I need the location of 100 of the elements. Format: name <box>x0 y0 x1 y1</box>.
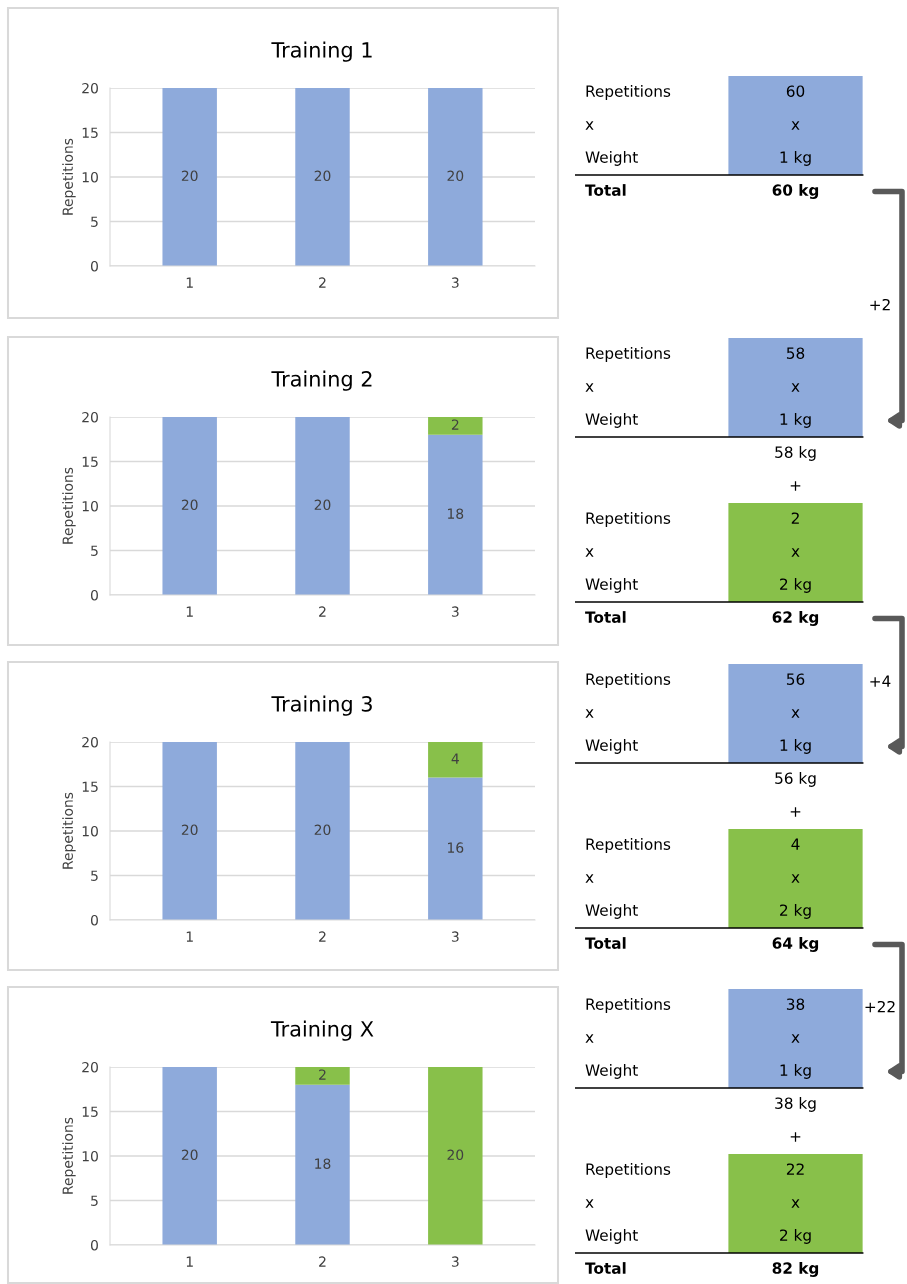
text: 64 kg <box>772 937 819 952</box>
y-tick-label: 15 <box>82 1106 98 1117</box>
category-label: Repetitions <box>586 998 671 1013</box>
text: x <box>791 874 800 883</box>
data-label: 20 <box>181 1149 198 1161</box>
data-label: 20 <box>314 499 331 511</box>
y-tick-label: 0 <box>90 589 98 601</box>
data-label: 20 <box>181 170 198 182</box>
text: 1 kg <box>780 1064 811 1079</box>
y-tick-label: 20 <box>82 82 98 94</box>
text: 2 kg <box>780 904 811 919</box>
x-tick-label: 1 <box>186 1256 193 1267</box>
chart-title: Training 1 <box>271 41 372 62</box>
category-label: Repetitions <box>586 1163 671 1178</box>
x-tick-label: 1 <box>186 277 193 288</box>
text: 56 <box>786 673 805 685</box>
y-tick-label: 20 <box>82 736 98 748</box>
y-tick-label: 10 <box>82 825 98 837</box>
x-tick-label: 3 <box>451 606 459 617</box>
x-tick-label: 1 <box>186 931 193 942</box>
text: 2 <box>791 512 799 524</box>
data-label: 4 <box>451 753 459 764</box>
text: 38 <box>786 998 805 1010</box>
x-tick-label: 2 <box>319 931 326 942</box>
text: 2 kg <box>780 578 811 593</box>
data-label: 20 <box>314 170 331 182</box>
text: 62 kg <box>772 611 819 626</box>
text: 58 kg <box>775 446 816 461</box>
category-label: Repetitions <box>586 512 671 527</box>
y-tick-label: 0 <box>90 1239 98 1251</box>
category-label: Weight <box>585 1064 638 1079</box>
text: 1 kg <box>780 413 811 428</box>
data-label: 20 <box>181 824 198 836</box>
text: x <box>791 1199 800 1208</box>
text: x <box>791 1034 800 1043</box>
category-label: Weight <box>585 1229 638 1244</box>
category-label: Weight <box>585 151 638 166</box>
category-label: Total <box>585 611 626 623</box>
y-tick-label: 15 <box>82 781 98 792</box>
y-tick-label: 10 <box>82 171 98 183</box>
text: 82 kg <box>772 1262 819 1277</box>
text: + <box>790 1132 801 1142</box>
data-label: 20 <box>447 1149 464 1161</box>
text: x <box>791 121 800 130</box>
text: 60 kg <box>772 184 819 199</box>
text: + <box>790 481 801 491</box>
category-label: Weight <box>585 578 638 593</box>
text: 60 <box>786 85 805 97</box>
y-tick-label: 10 <box>82 500 98 512</box>
category-label: Repetitions <box>586 838 671 853</box>
data-label: 2 <box>319 1069 326 1080</box>
category-label: Weight <box>585 904 638 919</box>
y-axis-title: Repetitions <box>62 1117 76 1194</box>
category-label: x <box>585 121 594 130</box>
text: 22 <box>786 1163 804 1175</box>
x-tick-label: 2 <box>319 277 326 288</box>
y-tick-label: 20 <box>82 411 98 423</box>
data-label: 18 <box>448 508 464 519</box>
y-tick-label: 15 <box>82 456 98 467</box>
text: 38 kg <box>775 1097 816 1112</box>
data-label: 18 <box>315 1158 331 1169</box>
text: +4 <box>870 675 891 687</box>
text: x <box>791 383 800 392</box>
text: x <box>791 709 800 718</box>
text: x <box>791 548 800 557</box>
category-label: x <box>585 383 594 392</box>
category-label: Repetitions <box>586 673 671 688</box>
y-axis-title: Repetitions <box>62 138 76 215</box>
y-tick-label: 10 <box>82 1150 98 1162</box>
y-axis-title: Repetitions <box>62 792 76 869</box>
category-label: Weight <box>585 413 638 428</box>
x-tick-label: 3 <box>451 277 459 288</box>
text: 4 <box>791 838 800 850</box>
data-label: 20 <box>314 824 331 836</box>
text: 58 <box>786 347 805 359</box>
chart-title: Training X <box>270 1020 374 1041</box>
category-label: Repetitions <box>586 347 671 362</box>
data-label: 16 <box>448 842 464 853</box>
text: +2 <box>870 298 890 311</box>
category-label: Total <box>585 1262 626 1274</box>
y-tick-label: 20 <box>82 1061 98 1073</box>
x-tick-label: 2 <box>319 606 326 617</box>
category-label: Weight <box>585 739 638 754</box>
y-tick-label: 5 <box>91 870 98 881</box>
category-label: x <box>585 548 594 557</box>
text: 1 kg <box>780 739 811 754</box>
x-tick-label: 3 <box>451 1256 459 1267</box>
data-label: 20 <box>181 499 198 511</box>
x-tick-label: 3 <box>451 931 459 942</box>
y-tick-label: 0 <box>90 914 98 926</box>
x-tick-label: 2 <box>319 1256 326 1267</box>
category-label: Repetitions <box>586 85 671 100</box>
text: 1 kg <box>780 151 811 166</box>
x-tick-label: 1 <box>186 606 193 617</box>
y-tick-label: 5 <box>91 216 98 227</box>
category-label: Total <box>585 937 626 949</box>
category-label: x <box>585 1199 594 1208</box>
data-label: 2 <box>451 419 459 430</box>
y-tick-label: 5 <box>91 1195 98 1206</box>
category-label: x <box>585 1034 594 1043</box>
